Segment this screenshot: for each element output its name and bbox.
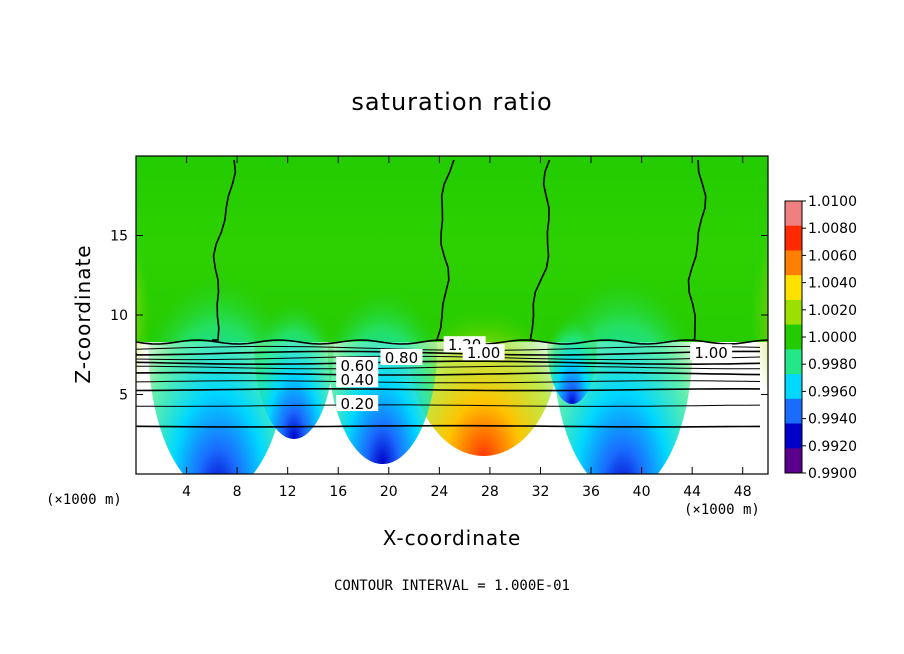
contour-line (136, 424, 761, 428)
contour-line (136, 404, 761, 407)
contour-line (136, 345, 761, 351)
color-field (136, 156, 768, 474)
colorbar-band (785, 250, 802, 276)
x-tick-label: 8 (233, 484, 242, 500)
colorbar-band (785, 374, 802, 400)
x-tick-label: 40 (633, 484, 651, 500)
warm-region-right (683, 187, 768, 428)
contour-label: 1.00 (694, 344, 727, 362)
cool-region-1 (254, 249, 334, 440)
contour-line (136, 380, 761, 384)
colorbar-label: 1.0040 (808, 276, 857, 292)
x-axis: 4 8 12 16 20 24 28 32 36 40 44 48 (182, 156, 752, 500)
x-unit-label-right: (×1000 m) (684, 502, 760, 518)
contour-label-bg (336, 395, 379, 412)
colorbar-label: 0.9920 (808, 439, 857, 455)
contour-label: 0.60 (340, 357, 373, 375)
saturation-boundary (529, 159, 551, 341)
colorbar-band (785, 324, 802, 350)
saturation-boundary (211, 159, 237, 341)
chart-title: saturation ratio (351, 88, 553, 116)
contour-interval-note: CONTOUR INTERVAL = 1.000E-01 (333, 578, 570, 594)
colorbar-label: 1.0020 (808, 303, 857, 319)
saturation-boundary (435, 159, 455, 341)
y-axis: 5 10 15 (110, 229, 768, 404)
colorbar-label: 1.0080 (808, 221, 857, 237)
colorbar-label: 0.9980 (808, 357, 857, 373)
colorbar-band (785, 275, 802, 301)
y-tick-label: 10 (110, 308, 128, 324)
contour-label: 0.40 (340, 371, 373, 389)
colorbar-label: 0.9960 (808, 384, 857, 400)
colorbar-band (785, 299, 802, 326)
contour-label-bg (380, 348, 423, 365)
contour-label: 0.80 (385, 349, 418, 367)
contour-lines (136, 159, 768, 428)
colorbar-band (785, 398, 802, 424)
colorbar-label: 0.9940 (808, 412, 857, 428)
x-tick-label: 32 (532, 484, 550, 500)
contour-line (136, 365, 760, 370)
x-tick-label: 12 (279, 484, 297, 500)
x-unit-label-left: (×1000 m) (46, 492, 122, 508)
y-tick-label: 5 (119, 388, 128, 404)
contour-label: 0.20 (340, 395, 373, 413)
y-tick-label: 15 (110, 229, 128, 245)
x-tick-label: 24 (430, 484, 448, 500)
x-tick-label: 48 (734, 484, 752, 500)
x-tick-label: 4 (182, 484, 191, 500)
colorbar-label: 1.0060 (808, 248, 857, 264)
colorbar-band (785, 349, 802, 375)
colorbar-label: 0.9900 (808, 466, 857, 482)
cool-region-2 (327, 224, 438, 465)
contour-label: 1.00 (467, 344, 500, 362)
contour-label-bg (336, 371, 379, 388)
contour-line (136, 360, 761, 365)
contour-label-bg (690, 344, 733, 361)
contour-line (136, 371, 761, 376)
contour-line (136, 350, 760, 356)
y-axis-label: Z-coordinate (71, 244, 95, 384)
contour-line (136, 355, 761, 361)
colorbar-label: 1.0000 (808, 330, 857, 346)
x-tick-label: 36 (582, 484, 600, 500)
colorbar-label: 1.0100 (808, 194, 857, 210)
x-tick-label: 20 (380, 484, 398, 500)
x-tick-label: 44 (683, 484, 701, 500)
x-tick-label: 16 (329, 484, 347, 500)
contour-labels: 0.200.400.600.801.201.001.00 (336, 336, 733, 413)
contour-label-bg (336, 356, 379, 373)
colorbar: 1.0100 1.0080 1.0060 1.0040 1.0020 1.0000 0.99… (784, 194, 857, 482)
cool-region-3 (552, 194, 693, 474)
contour-label-bg (462, 344, 505, 361)
x-axis-label: X-coordinate (382, 526, 522, 550)
contour-line (136, 388, 761, 392)
colorbar-band (785, 201, 802, 227)
saturation-boundary (687, 159, 707, 341)
x-tick-label: 28 (481, 484, 499, 500)
colorbar-band (785, 448, 802, 474)
colorbar-band (785, 225, 802, 251)
colorbar-band (785, 423, 802, 449)
